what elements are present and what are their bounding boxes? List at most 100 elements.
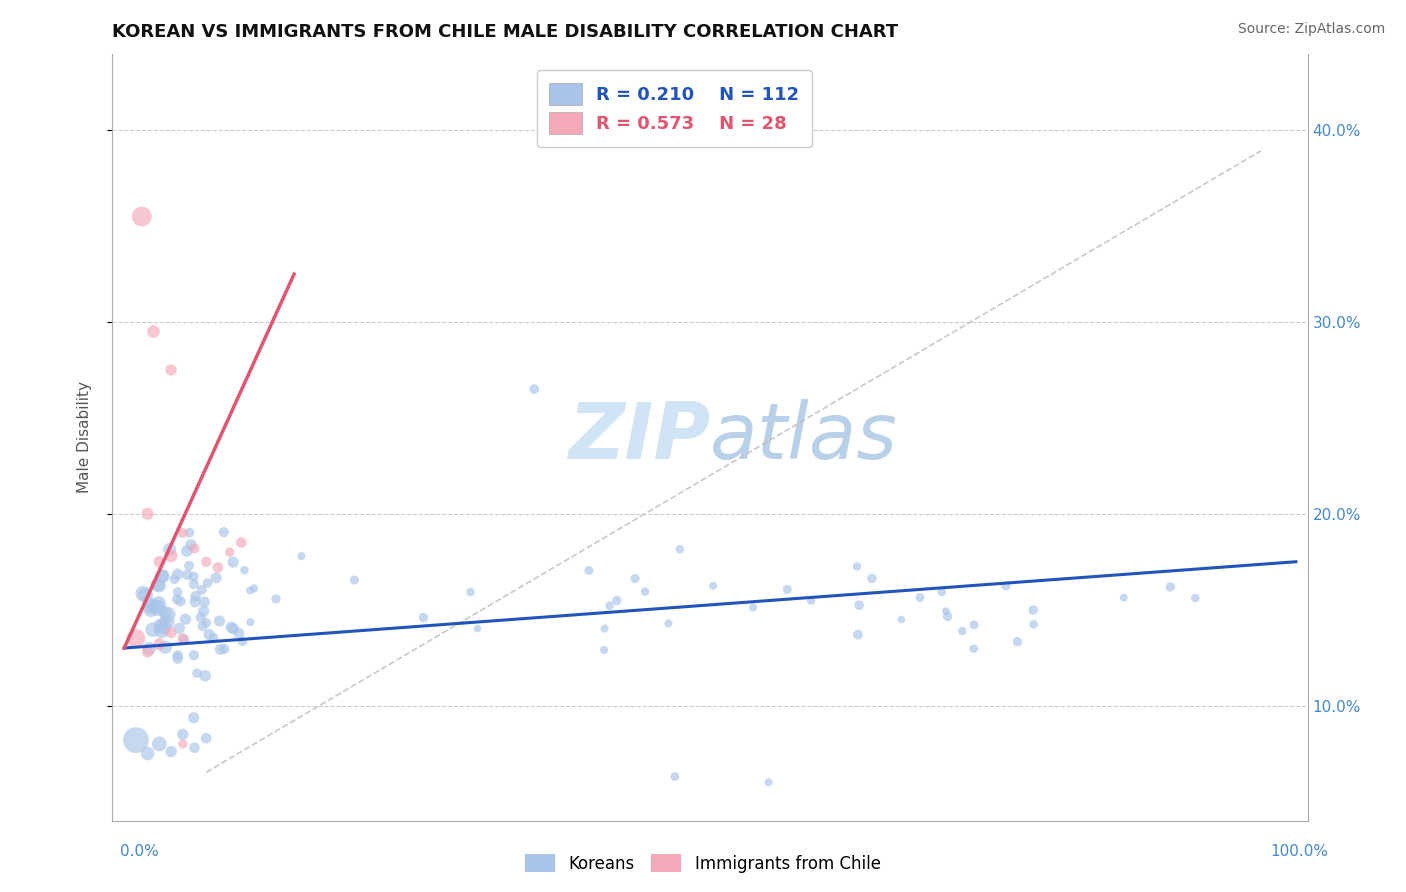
Point xyxy=(343,573,366,587)
Point xyxy=(935,604,957,618)
Point xyxy=(231,535,253,549)
Point xyxy=(173,632,195,647)
Point xyxy=(177,558,200,573)
Point xyxy=(963,618,986,632)
Point xyxy=(179,525,201,540)
Point xyxy=(195,615,218,630)
Point xyxy=(931,584,953,599)
Point xyxy=(578,564,600,578)
Point xyxy=(599,599,621,613)
Point xyxy=(994,579,1017,593)
Point xyxy=(193,604,215,618)
Point xyxy=(166,651,188,665)
Point xyxy=(890,613,912,627)
Point xyxy=(156,607,179,622)
Point xyxy=(202,631,225,645)
Point xyxy=(150,624,173,638)
Point xyxy=(264,591,287,606)
Point xyxy=(150,569,173,583)
Point xyxy=(191,619,214,633)
Point xyxy=(1022,617,1045,632)
Point xyxy=(593,643,616,657)
Point xyxy=(163,572,186,586)
Text: 100.0%: 100.0% xyxy=(1271,845,1329,859)
Point xyxy=(239,583,262,598)
Point xyxy=(205,571,228,585)
Point xyxy=(149,618,172,632)
Point xyxy=(950,624,973,638)
Point xyxy=(180,538,202,552)
Point xyxy=(159,542,181,557)
Point xyxy=(908,591,931,605)
Point xyxy=(963,641,986,656)
Point xyxy=(143,599,166,614)
Point xyxy=(186,666,208,681)
Point xyxy=(190,582,212,597)
Text: ZIP: ZIP xyxy=(568,399,710,475)
Point xyxy=(624,572,647,586)
Point xyxy=(231,634,253,648)
Point xyxy=(233,563,256,577)
Point xyxy=(195,731,218,746)
Point xyxy=(172,737,194,751)
Point xyxy=(702,579,724,593)
Point xyxy=(1184,591,1206,606)
Point xyxy=(1007,634,1029,648)
Point xyxy=(1022,603,1045,617)
Point xyxy=(148,737,170,751)
Point xyxy=(860,571,883,585)
Point xyxy=(412,610,434,624)
Point xyxy=(135,588,157,602)
Point xyxy=(160,549,183,563)
Point xyxy=(669,542,692,557)
Point xyxy=(606,593,628,607)
Point xyxy=(218,545,240,559)
Point xyxy=(156,615,179,630)
Point xyxy=(194,669,217,683)
Text: atlas: atlas xyxy=(710,399,898,475)
Point xyxy=(460,585,482,599)
Point xyxy=(183,740,205,755)
Point xyxy=(172,526,194,541)
Point xyxy=(214,641,236,656)
Point xyxy=(152,619,174,633)
Point xyxy=(172,632,194,646)
Point xyxy=(148,637,170,651)
Point xyxy=(183,648,205,663)
Point xyxy=(198,627,221,641)
Point xyxy=(166,567,188,582)
Point xyxy=(160,745,183,759)
Point xyxy=(758,775,780,789)
Point xyxy=(190,610,212,624)
Point xyxy=(183,577,205,591)
Point xyxy=(155,640,177,655)
Point xyxy=(846,559,869,574)
Point xyxy=(193,595,215,609)
Point xyxy=(148,578,170,592)
Point xyxy=(212,525,235,540)
Point xyxy=(936,609,959,624)
Point xyxy=(208,614,231,628)
Point xyxy=(846,628,869,642)
Point xyxy=(155,606,177,620)
Point xyxy=(664,770,686,784)
Point xyxy=(172,727,194,741)
Point xyxy=(152,569,174,583)
Point xyxy=(169,594,191,608)
Point xyxy=(195,555,218,569)
Point xyxy=(800,593,823,607)
Point xyxy=(657,616,679,631)
Point xyxy=(197,576,219,591)
Point xyxy=(166,585,188,599)
Point xyxy=(138,641,160,656)
Text: Source: ZipAtlas.com: Source: ZipAtlas.com xyxy=(1237,22,1385,37)
Point xyxy=(131,210,153,224)
Point xyxy=(222,555,245,569)
Point xyxy=(222,622,245,636)
Point xyxy=(146,601,169,615)
Point xyxy=(166,648,188,663)
Point xyxy=(207,560,229,574)
Text: KOREAN VS IMMIGRANTS FROM CHILE MALE DISABILITY CORRELATION CHART: KOREAN VS IMMIGRANTS FROM CHILE MALE DIS… xyxy=(112,23,898,41)
Point xyxy=(166,592,188,607)
Point xyxy=(228,626,250,640)
